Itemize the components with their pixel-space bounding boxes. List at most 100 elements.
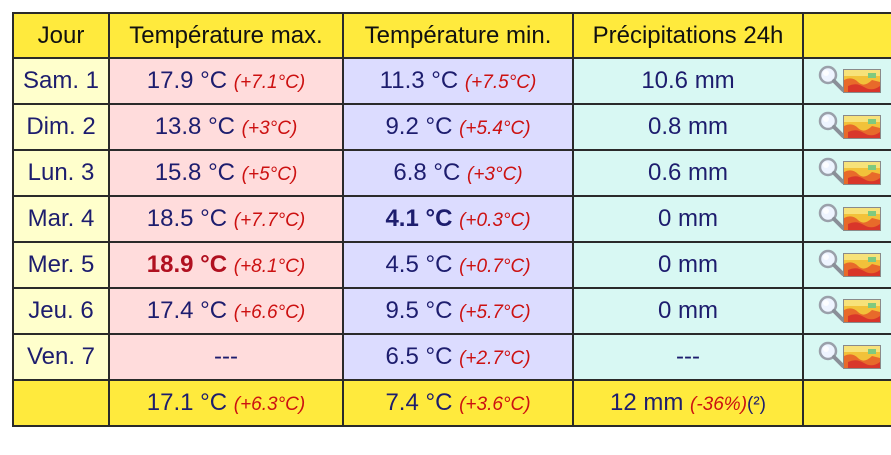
detail-link-cell[interactable]	[802, 241, 891, 289]
summary-temp-max-value: 17.1 °C	[146, 389, 228, 416]
temp-max-anomaly: (+3°C)	[241, 118, 298, 139]
temp-max-anomaly: (+5°C)	[241, 164, 298, 185]
temp-min-value: 6.5 °C	[385, 343, 453, 370]
summary-precip-anomaly: (-36%)	[690, 394, 748, 415]
detail-link[interactable]	[816, 293, 881, 323]
table-row: Jeu. 6 17.4 °C (+6.6°C) 9.5 °C (+5.7°C) …	[12, 287, 891, 335]
temp-max-value: 17.9 °C	[146, 67, 228, 94]
table-row: Lun. 3 15.8 °C (+5°C) 6.8 °C (+3°C) 0.6 …	[12, 149, 891, 197]
detail-link[interactable]	[816, 247, 881, 277]
temp-min-value-lowest: 4.1 °C	[385, 205, 453, 232]
precip-cell: 0 mm	[572, 241, 804, 289]
weather-table: Jour Température max. Température min. P…	[12, 12, 891, 427]
detail-link[interactable]	[816, 109, 881, 139]
summary-temp-max-anomaly: (+6.3°C)	[233, 394, 306, 415]
temp-max-anomaly: (+7.7°C)	[233, 210, 306, 231]
precip-cell: 10.6 mm	[572, 57, 804, 105]
header-extra	[802, 12, 891, 59]
precip-cell: 0 mm	[572, 195, 804, 243]
temp-min-anomaly: (+5.4°C)	[459, 118, 531, 139]
temp-min-cell: 11.3 °C (+7.5°C)	[342, 57, 574, 105]
temp-max-cell: 17.4 °C (+6.6°C)	[108, 287, 344, 335]
temp-min-value: 9.2 °C	[385, 113, 453, 140]
temp-max-value: 15.8 °C	[154, 159, 235, 186]
map-thumbnail-icon[interactable]	[842, 344, 881, 369]
temp-min-value: 9.5 °C	[385, 297, 453, 324]
temp-min-anomaly: (+2.7°C)	[459, 348, 531, 369]
temp-min-cell: 4.5 °C (+0.7°C)	[342, 241, 574, 289]
temp-min-cell: 6.5 °C (+2.7°C)	[342, 333, 574, 381]
temp-max-cell: 18.5 °C (+7.7°C)	[108, 195, 344, 243]
detail-link[interactable]	[816, 339, 881, 369]
temp-max-cell: 18.9 °C (+8.1°C)	[108, 241, 344, 289]
summary-temp-min-anomaly: (+3.6°C)	[459, 394, 531, 415]
temp-min-cell: 9.2 °C (+5.4°C)	[342, 103, 574, 151]
detail-link[interactable]	[816, 63, 881, 93]
detail-link-cell[interactable]	[802, 287, 891, 335]
summary-day-cell	[12, 379, 110, 427]
detail-link[interactable]	[816, 155, 881, 185]
temp-max-cell: 17.9 °C (+7.1°C)	[108, 57, 344, 105]
precip-cell: ---	[572, 333, 804, 381]
day-cell: Jeu. 6	[12, 287, 110, 335]
table-row: Mer. 5 18.9 °C (+8.1°C) 4.5 °C (+0.7°C) …	[12, 241, 891, 289]
summary-extra-cell	[802, 379, 891, 427]
detail-link-cell[interactable]	[802, 195, 891, 243]
header-temp-max: Température max.	[108, 12, 344, 59]
temp-max-value: 18.5 °C	[146, 205, 228, 232]
magnifier-icon[interactable]	[816, 63, 846, 93]
summary-row: 17.1 °C (+6.3°C) 7.4 °C (+3.6°C) 12 mm (…	[12, 379, 891, 427]
temp-min-value: 11.3 °C	[379, 67, 459, 94]
temp-max-anomaly: (+8.1°C)	[233, 256, 306, 277]
magnifier-icon[interactable]	[816, 293, 846, 323]
header-temp-min: Température min.	[342, 12, 574, 59]
temp-max-value-highest: 18.9 °C	[146, 251, 228, 278]
temp-max-value: 13.8 °C	[154, 113, 235, 140]
map-thumbnail-icon[interactable]	[842, 160, 881, 185]
summary-temp-max-cell: 17.1 °C (+6.3°C)	[108, 379, 344, 427]
table-row: Sam. 1 17.9 °C (+7.1°C) 11.3 °C (+7.5°C)…	[12, 57, 891, 105]
day-cell: Sam. 1	[12, 57, 110, 105]
temp-max-anomaly: (+7.1°C)	[233, 72, 306, 93]
map-thumbnail-icon[interactable]	[842, 252, 881, 277]
temp-min-cell: 6.8 °C (+3°C)	[342, 149, 574, 197]
temp-max-cell: ---	[108, 333, 344, 381]
summary-temp-min-cell: 7.4 °C (+3.6°C)	[342, 379, 574, 427]
table-row: Ven. 7 --- 6.5 °C (+2.7°C) ---	[12, 333, 891, 381]
magnifier-icon[interactable]	[816, 247, 846, 277]
day-cell: Dim. 2	[12, 103, 110, 151]
temp-min-value: 4.5 °C	[385, 251, 453, 278]
temp-min-anomaly: (+3°C)	[467, 164, 523, 185]
detail-link[interactable]	[816, 201, 881, 231]
header-precip: Précipitations 24h	[572, 12, 804, 59]
table-row: Dim. 2 13.8 °C (+3°C) 9.2 °C (+5.4°C) 0.…	[12, 103, 891, 151]
magnifier-icon[interactable]	[816, 109, 846, 139]
day-cell: Lun. 3	[12, 149, 110, 197]
temp-min-value: 6.8 °C	[393, 159, 461, 186]
magnifier-icon[interactable]	[816, 155, 846, 185]
footnote-marker[interactable]: (²)	[747, 394, 767, 415]
day-cell: Mer. 5	[12, 241, 110, 289]
temp-min-cell: 9.5 °C (+5.7°C)	[342, 287, 574, 335]
magnifier-icon[interactable]	[816, 201, 846, 231]
temp-min-anomaly: (+7.5°C)	[464, 72, 537, 93]
detail-link-cell[interactable]	[802, 333, 891, 381]
table-row: Mar. 4 18.5 °C (+7.7°C) 4.1 °C (+0.3°C) …	[12, 195, 891, 243]
summary-precip-cell: 12 mm (-36%)(²)	[572, 379, 804, 427]
temp-max-cell: 13.8 °C (+3°C)	[108, 103, 344, 151]
map-thumbnail-icon[interactable]	[842, 114, 881, 139]
detail-link-cell[interactable]	[802, 103, 891, 151]
magnifier-icon[interactable]	[816, 339, 846, 369]
detail-link-cell[interactable]	[802, 149, 891, 197]
day-cell: Ven. 7	[12, 333, 110, 381]
map-thumbnail-icon[interactable]	[842, 206, 881, 231]
header-day: Jour	[12, 12, 110, 59]
temp-max-value: 17.4 °C	[146, 297, 228, 324]
temp-min-cell: 4.1 °C (+0.3°C)	[342, 195, 574, 243]
temp-max-anomaly: (+6.6°C)	[233, 302, 306, 323]
temp-max-value: ---	[214, 343, 238, 370]
temp-max-cell: 15.8 °C (+5°C)	[108, 149, 344, 197]
map-thumbnail-icon[interactable]	[842, 298, 881, 323]
map-thumbnail-icon[interactable]	[842, 68, 881, 93]
detail-link-cell[interactable]	[802, 57, 891, 105]
